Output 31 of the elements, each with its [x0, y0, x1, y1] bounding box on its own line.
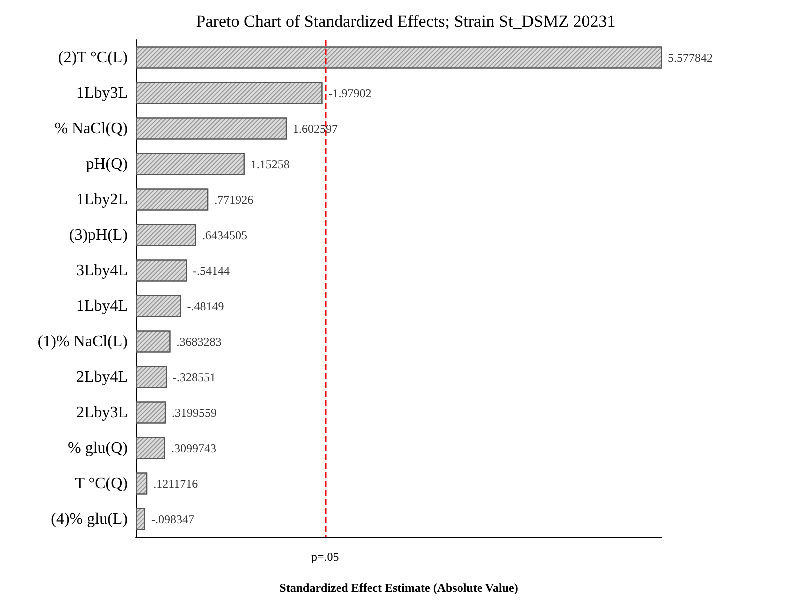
y-tick-label: 2Lby4L: [76, 368, 128, 386]
annotation: 1.602597: [292, 122, 338, 136]
y-tick-label: 3Lby4L: [76, 262, 128, 280]
y-tick-label: 2Lby3L: [76, 404, 128, 422]
annotation: 1.15258: [250, 157, 290, 172]
ref-line-label: p=.05: [311, 550, 340, 564]
annotation: .3099743: [171, 441, 216, 456]
annotation: .6434505: [202, 228, 248, 242]
y-tick-label: (4)% glu(L): [51, 510, 128, 528]
annotation: -.48149: [187, 299, 224, 314]
y-tick-label: 1Lby2L: [76, 191, 128, 208]
annotation: .771926: [214, 192, 254, 207]
x-axis-title: Standardized Effect Estimate (Absolute Value): [280, 581, 518, 595]
y-tick-label: 1Lby4L: [76, 298, 128, 315]
y-tick-label: (2)T °C(L): [58, 49, 128, 66]
y-tick-label: pH(Q): [86, 156, 128, 173]
annotation: -.54144: [193, 264, 230, 278]
chart-title: Pareto Chart of Standardized Effects; Strain St_DSMZ 20231: [196, 12, 616, 31]
y-tick-label: (1)% NaCl(L): [38, 333, 128, 350]
annotation: .3683283: [176, 334, 222, 349]
annotation: .3199559: [172, 406, 217, 420]
y-tick-label: (3)pH(L): [69, 226, 128, 244]
y-tick-label: % NaCl(Q): [54, 120, 128, 138]
annotation: 5.577842: [668, 50, 713, 65]
y-tick-label: T °C(Q): [75, 475, 128, 492]
annotation: -1.97902: [328, 86, 372, 100]
annotation: .1211716: [154, 476, 198, 491]
annotation: -.098347: [151, 512, 194, 526]
y-tick-label: 1Lby3L: [76, 84, 128, 102]
annotation: -.328551: [173, 370, 216, 384]
y-tick-label: % glu(Q): [68, 440, 128, 457]
